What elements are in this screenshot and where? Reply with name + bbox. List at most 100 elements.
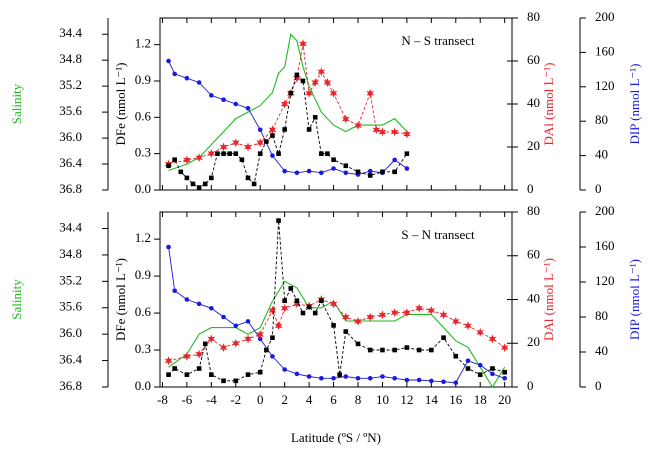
dfe-point [453, 353, 459, 359]
dfe-point [233, 151, 239, 156]
x-tick-label: 4 [306, 392, 313, 407]
dfe-point [233, 378, 239, 384]
dfe-point [221, 378, 226, 384]
dal-point [403, 308, 411, 318]
dfe-point [404, 151, 410, 156]
dal-point [183, 155, 191, 165]
dfe-point [380, 347, 385, 353]
dal-point [183, 351, 191, 361]
dal-point [390, 127, 399, 137]
dip-point [282, 367, 287, 372]
dip-point [245, 106, 251, 111]
dip-point [331, 166, 336, 171]
dip-point [166, 58, 171, 64]
dal-point [317, 67, 326, 77]
x-tick-label: -8 [157, 392, 168, 407]
dal-point [274, 321, 283, 331]
x-tick-label: -6 [181, 392, 192, 407]
dal-point [329, 88, 338, 98]
dal-point [372, 125, 381, 135]
y-tick-label: 60 [527, 52, 540, 67]
dip-point [184, 297, 190, 302]
dfe-point [502, 369, 507, 375]
dal-point [280, 303, 289, 313]
dfe-point [331, 157, 336, 163]
dfe-point [257, 369, 263, 375]
dal-point [244, 334, 252, 344]
y-tick-label: 36.4 [59, 155, 82, 170]
dal-point [164, 356, 173, 366]
dfe-point [209, 372, 214, 377]
x-tick-label: 6 [330, 392, 337, 407]
dfe-point [172, 366, 177, 371]
dal-point [268, 125, 277, 135]
dip-point [416, 377, 422, 383]
dip-point [196, 301, 202, 307]
dfe-point [184, 175, 190, 181]
y-tick-label: 120 [595, 273, 615, 288]
dip-point [465, 358, 471, 364]
y-tick-label: 34.4 [59, 25, 82, 40]
dfe-point [202, 181, 208, 187]
dfe-point [227, 151, 232, 156]
dal-point [293, 299, 301, 309]
y-tick-label: 0 [527, 378, 534, 393]
x-tick-label: 16 [449, 392, 463, 407]
dal-point [268, 305, 277, 315]
dip-point [257, 127, 263, 133]
y-tick-label: 36.0 [59, 129, 82, 144]
dfe-point [276, 218, 281, 223]
series-line [168, 60, 408, 175]
dip-point [343, 170, 349, 176]
dal-point [256, 330, 265, 339]
dfe-point [416, 347, 422, 353]
series-line [168, 246, 505, 384]
y-tick-label: 0 [595, 181, 602, 196]
y-tick-label: 35.6 [59, 299, 82, 314]
y-tick-label: 200 [595, 203, 615, 218]
axis-label: DIP (nmol L⁻¹) [627, 63, 642, 144]
dip-point [196, 80, 202, 85]
y-tick-label: 36.8 [59, 181, 82, 196]
y-tick-label: 200 [595, 9, 615, 24]
axis-label: DAl (nmol L⁻¹) [541, 63, 556, 146]
dip-point [233, 101, 239, 107]
dfe-point [288, 90, 294, 96]
dip-point [209, 93, 214, 98]
dfe-point [337, 372, 342, 377]
dfe-point [202, 341, 208, 347]
dal-point [488, 334, 497, 344]
y-tick-label: 0.0 [135, 181, 151, 196]
dip-point [221, 314, 226, 320]
dfe-point [270, 133, 275, 138]
y-tick-label: 80 [595, 308, 608, 323]
dfe-point [245, 372, 251, 377]
x-tick-label: -4 [206, 392, 217, 407]
dal-point [323, 78, 332, 87]
dip-point [453, 380, 459, 385]
dfe-point [355, 341, 361, 347]
dfe-point [343, 163, 349, 169]
y-tick-label: 0 [595, 378, 602, 393]
dal-point [451, 316, 460, 326]
dal-point [464, 321, 472, 331]
dip-point [490, 371, 495, 377]
series-line [168, 280, 506, 389]
annotation: S – N transect [401, 227, 475, 242]
y-tick-label: 36.8 [59, 378, 82, 393]
dal-point [354, 316, 362, 326]
y-tick-label: 0.6 [135, 108, 152, 123]
dfe-point [209, 175, 214, 181]
dip-point [306, 374, 312, 379]
dfe-point [294, 298, 300, 304]
dfe-point [306, 127, 312, 132]
y-tick-label: 34.8 [59, 246, 82, 261]
y-tick-label: 20 [527, 334, 540, 349]
dip-point [343, 374, 349, 379]
dfe-point [300, 310, 306, 316]
dip-point [367, 375, 373, 381]
y-tick-label: 80 [595, 112, 608, 127]
dip-point [245, 319, 251, 324]
x-tick-label: 14 [425, 392, 439, 407]
